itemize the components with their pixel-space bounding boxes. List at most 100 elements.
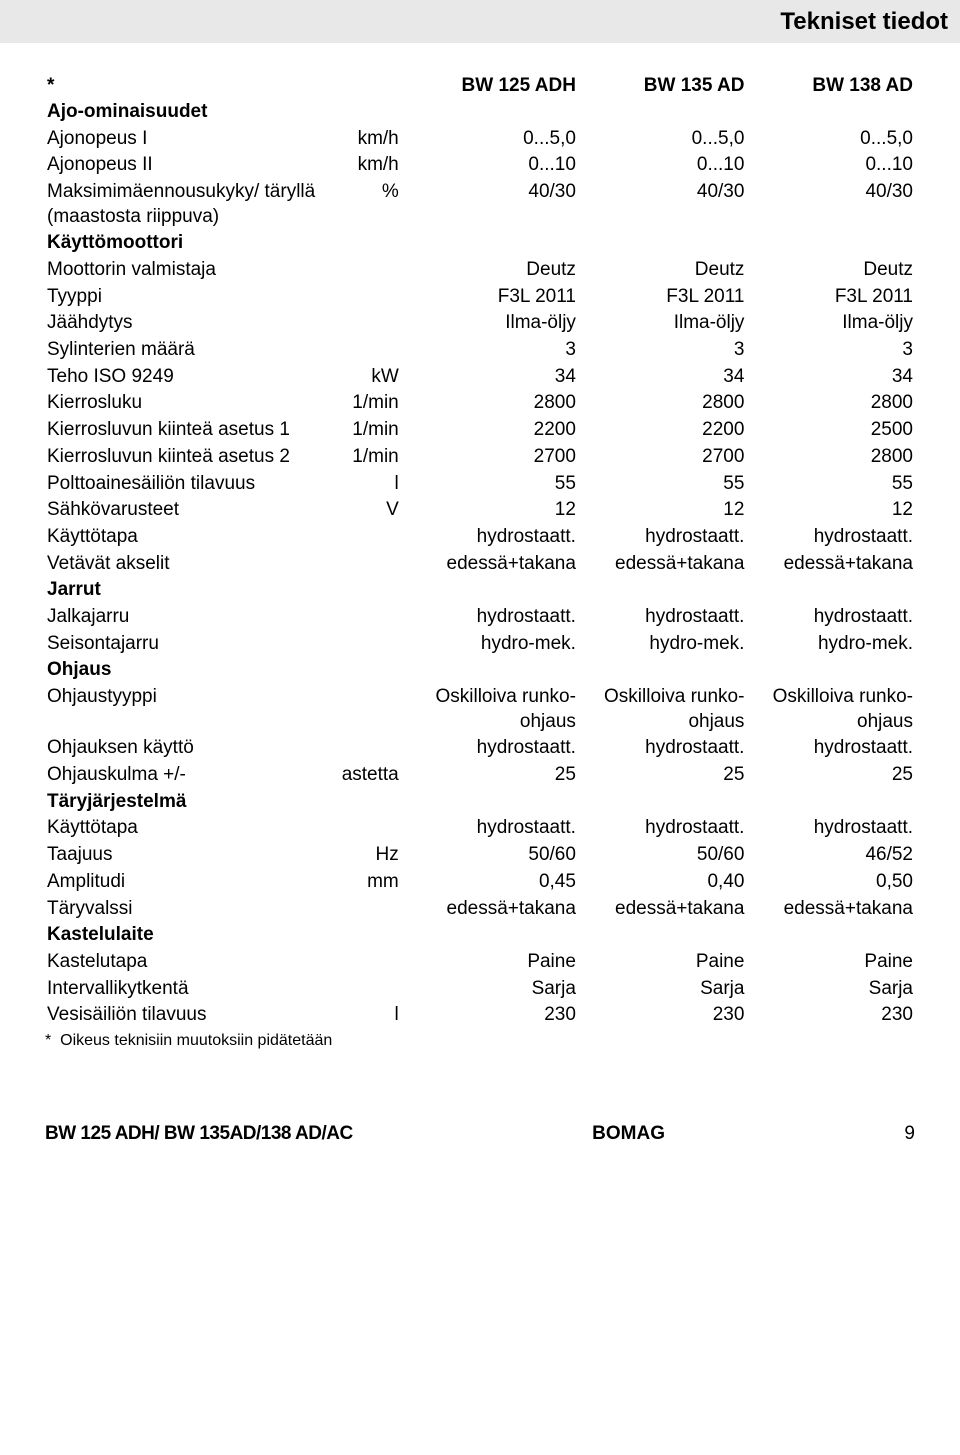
footer-center: BOMAG	[592, 1122, 665, 1147]
row-unit: 1/min	[329, 390, 401, 417]
table-row: Käyttötapahydrostaatt.hydrostaatt.hydros…	[45, 815, 915, 842]
row-value: 2800	[401, 390, 578, 417]
table-row: IntervallikytkentäSarjaSarjaSarja	[45, 976, 915, 1003]
row-value: 0,45	[401, 869, 578, 896]
row-value: 0...5,0	[401, 126, 578, 153]
row-value: 230	[746, 1002, 915, 1029]
row-label: Ajonopeus II	[45, 152, 329, 179]
table-row: Kierrosluvun kiinteä asetus 21/min270027…	[45, 444, 915, 471]
row-value: hydrostaatt.	[401, 815, 578, 842]
row-value: 2800	[746, 390, 915, 417]
row-label: Kierrosluku	[45, 390, 329, 417]
table-row: Jalkajarruhydrostaatt.hydrostaatt.hydros…	[45, 604, 915, 631]
row-value: 40/30	[578, 179, 747, 230]
row-value: F3L 2011	[578, 284, 747, 311]
row-unit: 1/min	[329, 444, 401, 471]
row-value: hydrostaatt.	[746, 735, 915, 762]
row-value: Oskilloiva runko-ohjaus	[746, 684, 915, 735]
row-value: hydrostaatt.	[746, 604, 915, 631]
page-title: Tekniset tiedot	[780, 8, 948, 35]
row-label: Maksimimäennousukyky/ täryllä (maastosta…	[45, 179, 329, 230]
section-heading: Ohjaus	[45, 657, 915, 684]
table-row: Täryvalssiedessä+takanaedessä+takanaedes…	[45, 896, 915, 923]
row-value: 0...10	[746, 152, 915, 179]
row-value: Sarja	[746, 976, 915, 1003]
row-value: 2700	[401, 444, 578, 471]
row-value: 50/60	[401, 842, 578, 869]
row-value: 12	[401, 497, 578, 524]
row-unit: l	[329, 1002, 401, 1029]
row-unit	[329, 337, 401, 364]
row-value: 50/60	[578, 842, 747, 869]
row-unit: astetta	[329, 762, 401, 789]
row-label: Ohjaustyyppi	[45, 684, 329, 735]
row-value: 46/52	[746, 842, 915, 869]
row-label: Intervallikytkentä	[45, 976, 329, 1003]
row-value: hydrostaatt.	[401, 735, 578, 762]
row-label: Ohjauskulma +/-	[45, 762, 329, 789]
table-row: Sylinterien määrä333	[45, 337, 915, 364]
row-label: Kierrosluvun kiinteä asetus 1	[45, 417, 329, 444]
table-row: KastelutapaPainePainePaine	[45, 949, 915, 976]
row-label: Jäähdytys	[45, 310, 329, 337]
row-value: 2700	[578, 444, 747, 471]
table-row: Teho ISO 9249kW343434	[45, 364, 915, 391]
row-value: 55	[578, 471, 747, 498]
title-bar: Tekniset tiedot	[0, 0, 960, 43]
asterisk-cell: *	[45, 73, 329, 100]
row-value: edessä+takana	[746, 551, 915, 578]
header-row: * BW 125 ADH BW 135 AD BW 138 AD	[45, 73, 915, 100]
row-label: Polttoainesäiliön tilavuus	[45, 471, 329, 498]
footnote: * Oikeus teknisiin muutoksiin pidätetään	[45, 1031, 915, 1052]
row-value: edessä+takana	[401, 551, 578, 578]
row-value: edessä+takana	[746, 896, 915, 923]
row-value: hydrostaatt.	[578, 815, 747, 842]
table-row: Maksimimäennousukyky/ täryllä (maastosta…	[45, 179, 915, 230]
unit-header	[329, 73, 401, 100]
row-value: Deutz	[746, 257, 915, 284]
table-row: TyyppiF3L 2011F3L 2011F3L 2011	[45, 284, 915, 311]
row-label: Sylinterien määrä	[45, 337, 329, 364]
table-row: Kierrosluvun kiinteä asetus 11/min220022…	[45, 417, 915, 444]
row-value: 55	[746, 471, 915, 498]
row-unit	[329, 815, 401, 842]
row-value: 230	[578, 1002, 747, 1029]
row-value: 25	[746, 762, 915, 789]
row-value: 3	[578, 337, 747, 364]
row-unit	[329, 310, 401, 337]
row-value: hydrostaatt.	[746, 524, 915, 551]
row-label: Vesisäiliön tilavuus	[45, 1002, 329, 1029]
section-heading: Jarrut	[45, 577, 915, 604]
row-value: 0,50	[746, 869, 915, 896]
row-unit	[329, 949, 401, 976]
row-value: hydrostaatt.	[578, 524, 747, 551]
row-value: 34	[401, 364, 578, 391]
row-label: Sähkövarusteet	[45, 497, 329, 524]
row-value: 25	[401, 762, 578, 789]
row-label: Kastelutapa	[45, 949, 329, 976]
row-label: Kierrosluvun kiinteä asetus 2	[45, 444, 329, 471]
row-value: 3	[746, 337, 915, 364]
row-value: edessä+takana	[578, 896, 747, 923]
model-header-2: BW 135 AD	[578, 73, 747, 100]
table-row: Ajonopeus IIkm/h0...100...100...10	[45, 152, 915, 179]
row-unit	[329, 684, 401, 735]
row-value: 55	[401, 471, 578, 498]
row-unit: mm	[329, 869, 401, 896]
row-value: 230	[401, 1002, 578, 1029]
row-value: Ilma-öljy	[401, 310, 578, 337]
row-value: 0...5,0	[578, 126, 747, 153]
footnote-marker: *	[45, 1032, 51, 1049]
row-value: Sarja	[578, 976, 747, 1003]
row-unit	[329, 896, 401, 923]
row-unit	[329, 284, 401, 311]
row-label: Amplitudi	[45, 869, 329, 896]
row-value: 40/30	[401, 179, 578, 230]
footer-right: 9	[904, 1122, 915, 1147]
row-unit: V	[329, 497, 401, 524]
row-label: Jalkajarru	[45, 604, 329, 631]
row-value: hydrostaatt.	[578, 735, 747, 762]
row-value: 40/30	[746, 179, 915, 230]
row-unit	[329, 257, 401, 284]
table-row: Vesisäiliön tilavuusl230230230	[45, 1002, 915, 1029]
